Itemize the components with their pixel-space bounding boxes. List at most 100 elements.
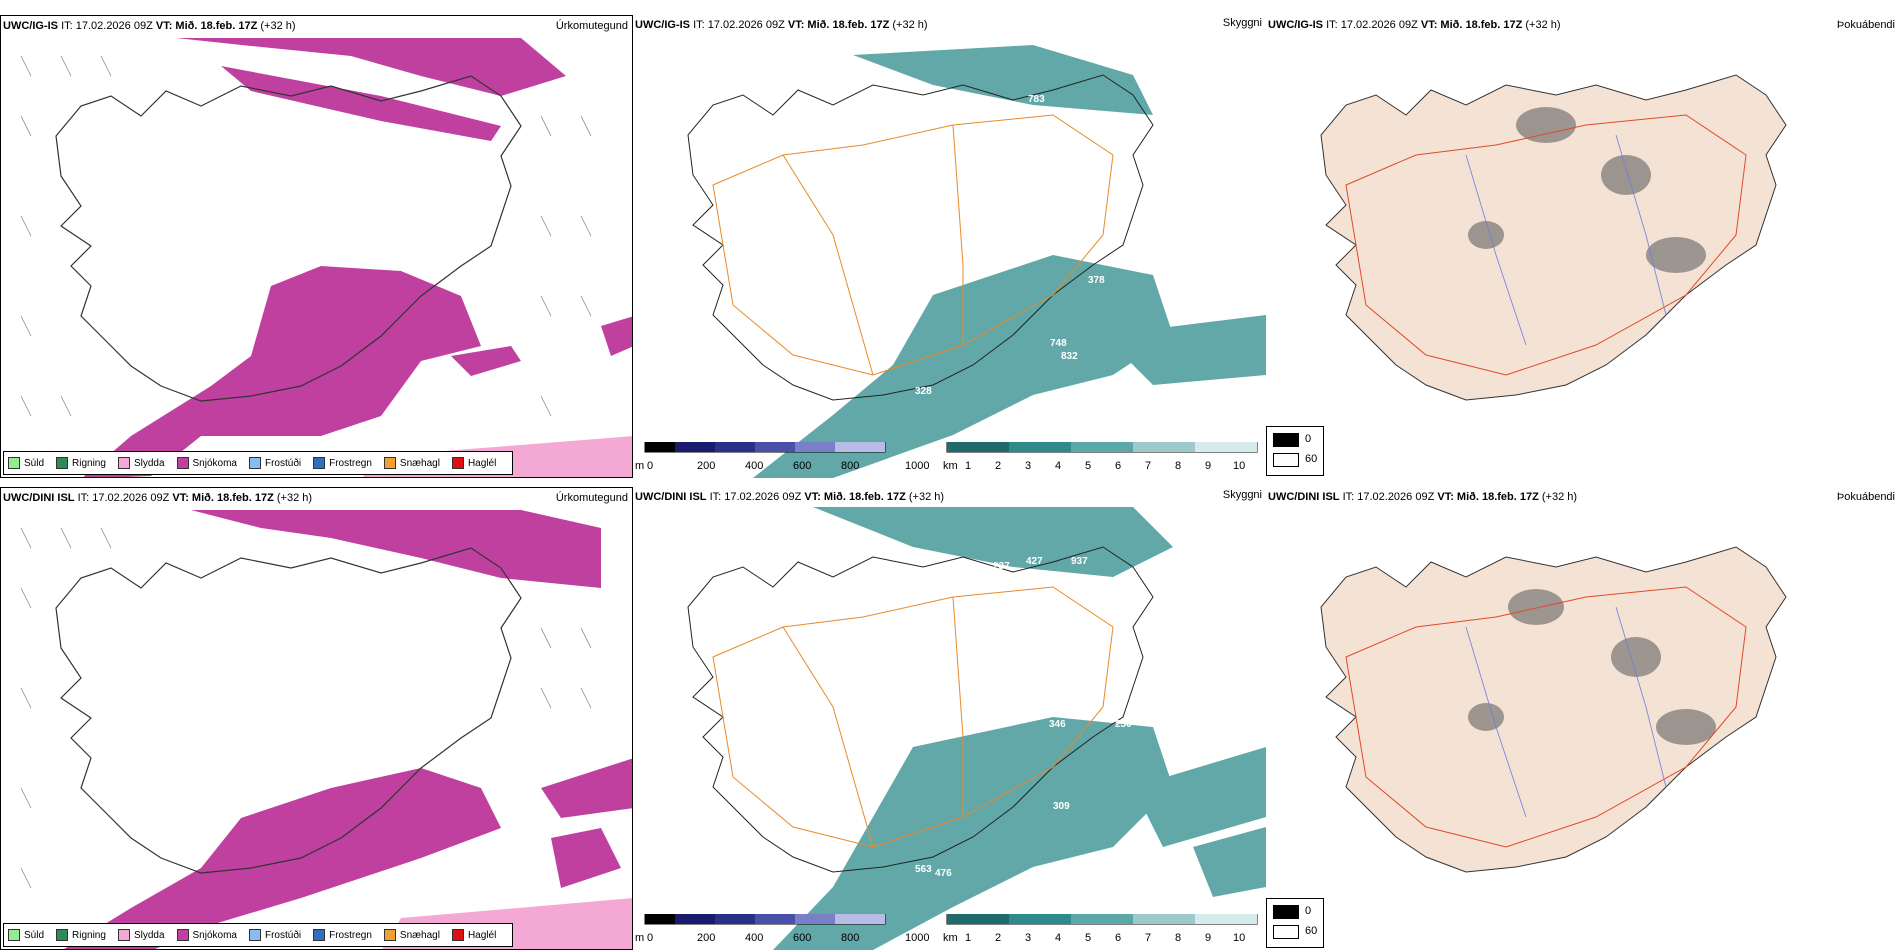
legend-swatch bbox=[383, 929, 396, 941]
fog-index-legend: 0 60 bbox=[1266, 426, 1324, 476]
legend-swatch bbox=[56, 929, 69, 941]
valid-time: VT: Mið. 18.feb. 17Z bbox=[1420, 19, 1523, 31]
legend-swatch bbox=[117, 929, 130, 941]
lead-time: (+32 h) bbox=[1541, 491, 1578, 503]
legend-swatch bbox=[313, 457, 326, 469]
legend-item: Frostúði bbox=[248, 457, 301, 469]
cloudbase-labels: 783 378 748 832 328 bbox=[915, 94, 1105, 397]
fog-patches bbox=[1468, 107, 1706, 273]
valid-time: VT: Mið. 18.feb. 17Z bbox=[1437, 491, 1539, 503]
cloudbase-label: 832 bbox=[1061, 351, 1078, 362]
colorbar-tick: 600 bbox=[793, 932, 812, 944]
panel-header: UWC/DINI ISL IT: 17.02.2026 09Z VT: Mið.… bbox=[3, 492, 312, 504]
colorbar-tick: 3 bbox=[1025, 460, 1032, 472]
colorbar-unit: m bbox=[635, 460, 645, 472]
legend-item: Haglél bbox=[451, 929, 496, 941]
colorbar-tick: 2 bbox=[995, 932, 1002, 944]
cloudbase-colorbar: m 0 200 400 600 800 1000 bbox=[635, 913, 937, 944]
legend-value: 60 bbox=[1305, 925, 1318, 937]
lead-time: (+32 h) bbox=[908, 491, 945, 503]
panel-header: UWC/IG-IS IT: 17.02.2026 09Z VT: Mið. 18… bbox=[635, 19, 928, 31]
colorbar-tick: 3 bbox=[1025, 932, 1032, 944]
model-name: UWC/IG-IS bbox=[3, 20, 58, 32]
roads bbox=[1345, 114, 1747, 376]
variable-name: Þokuábendi bbox=[1836, 491, 1895, 503]
colorbar-tick: 1000 bbox=[905, 932, 930, 944]
valid-time: VT: Mið. 18.feb. 17Z bbox=[172, 492, 274, 504]
legend-item: Snjókoma bbox=[176, 929, 237, 941]
colorbar-tick: 2 bbox=[995, 460, 1002, 472]
fog-index-map-row1 bbox=[1320, 74, 1787, 401]
legend-swatch bbox=[56, 457, 69, 469]
legend-swatch bbox=[451, 929, 464, 941]
lead-time: (+32 h) bbox=[1525, 19, 1561, 31]
legend-item: Haglél bbox=[451, 457, 496, 469]
legend-item: Rigning bbox=[56, 457, 106, 469]
cloudbase-label: 937 bbox=[1071, 556, 1088, 567]
colorbar-tick: 800 bbox=[841, 460, 860, 472]
legend-value: 0 bbox=[1305, 905, 1312, 917]
legend-swatch bbox=[8, 457, 20, 469]
valid-time: VT: Mið. 18.feb. 17Z bbox=[787, 19, 890, 31]
colorbar-tick: 5 bbox=[1085, 932, 1092, 944]
cloudbase-label: 309 bbox=[1053, 801, 1070, 812]
iceland-land bbox=[1320, 546, 1787, 873]
legend-item: Súld bbox=[8, 457, 44, 469]
wind-barbs bbox=[20, 527, 592, 889]
legend-swatch bbox=[313, 929, 326, 941]
legend-swatch bbox=[1273, 905, 1299, 919]
colorbar-tick: 400 bbox=[745, 932, 764, 944]
legend-value: 0 bbox=[1305, 433, 1312, 445]
init-time: IT: 17.02.2026 09Z bbox=[1342, 491, 1435, 503]
colorbar-tick: 0 bbox=[647, 932, 654, 944]
panel-header: UWC/IG-IS IT: 17.02.2026 09Z VT: Mið. 18… bbox=[1268, 19, 1561, 31]
colorbar-tick: 10 bbox=[1233, 932, 1246, 944]
legend-swatch bbox=[1273, 453, 1299, 467]
iceland-outline bbox=[55, 547, 522, 874]
legend-item: Slydda bbox=[117, 457, 165, 469]
cloudbase-label: 476 bbox=[935, 868, 952, 879]
variable-name: Úrkomutegund bbox=[555, 492, 628, 504]
colorbar-tick: 10 bbox=[1233, 460, 1246, 472]
cloudbase-label: 783 bbox=[1028, 94, 1045, 105]
rivers bbox=[1465, 134, 1667, 346]
legend-item: Frostregn bbox=[313, 457, 372, 469]
precip-legend: Súld Rigning Slydda Snjókoma Frostúði Fr… bbox=[3, 451, 514, 475]
iceland-outline bbox=[55, 75, 522, 402]
roads bbox=[1345, 586, 1747, 848]
init-time: IT: 17.02.2026 09Z bbox=[61, 20, 153, 32]
colorbar-tick: 8 bbox=[1175, 460, 1182, 472]
legend-swatch bbox=[1273, 925, 1299, 939]
colorbar-unit: m bbox=[635, 932, 645, 944]
cloudbase-label: 378 bbox=[1088, 275, 1105, 286]
fog-index-panel-row2: UWC/DINI ISL IT: 17.02.2026 09Z VT: Mið.… bbox=[1266, 487, 1899, 950]
rivers bbox=[1465, 606, 1667, 818]
valid-time: VT: Mið. 18.feb. 17Z bbox=[155, 20, 258, 32]
colorbar-tick: 600 bbox=[793, 460, 812, 472]
colorbar-tick: 4 bbox=[1055, 460, 1062, 472]
legend-swatch bbox=[176, 457, 189, 469]
colorbar-tick: 9 bbox=[1205, 932, 1212, 944]
visibility-panel-row2: UWC/DINI ISL IT: 17.02.2026 09Z VT: Mið.… bbox=[633, 487, 1266, 950]
precip-type-panel-row1: UWC/IG-IS IT: 17.02.2026 09Z VT: Mið. 18… bbox=[0, 15, 633, 478]
init-time: IT: 17.02.2026 09Z bbox=[709, 491, 802, 503]
legend-swatch bbox=[383, 457, 396, 469]
colorbar-tick: 1000 bbox=[905, 460, 930, 472]
cloudbase-labels: 237 427 937 346 250 309 563 476 bbox=[915, 556, 1132, 879]
cloudbase-label: 427 bbox=[1026, 556, 1043, 567]
cloudbase-colorbar: m 0 200 400 600 800 1000 bbox=[635, 441, 937, 472]
lead-time: (+32 h) bbox=[892, 19, 928, 31]
low-visibility-areas bbox=[753, 45, 1266, 478]
legend-item: Rigning bbox=[56, 929, 106, 941]
snow-areas bbox=[83, 38, 632, 477]
visibility-colorbar: km 1 2 3 4 5 6 7 8 9 10 bbox=[943, 441, 1263, 472]
model-name: UWC/DINI ISL bbox=[3, 492, 75, 504]
model-name: UWC/DINI ISL bbox=[635, 491, 707, 503]
variable-name: Skyggni bbox=[1222, 489, 1262, 501]
variable-name: Skyggni bbox=[1222, 17, 1262, 29]
variable-name: Úrkomutegund bbox=[555, 20, 628, 32]
colorbar-tick: 7 bbox=[1145, 932, 1152, 944]
legend-swatch bbox=[176, 929, 189, 941]
legend-item: Slydda bbox=[117, 929, 165, 941]
legend-item: Súld bbox=[8, 929, 44, 941]
